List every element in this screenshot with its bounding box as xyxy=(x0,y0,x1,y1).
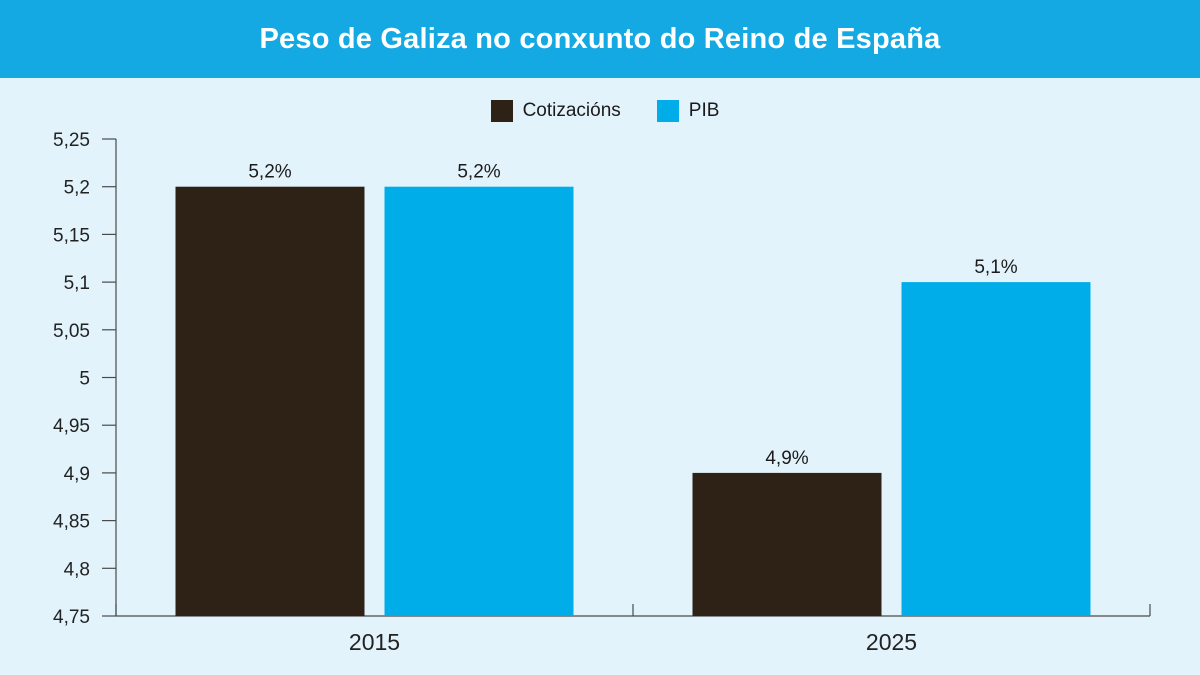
y-tick-label: 5 xyxy=(79,369,90,390)
chart-title: Peso de Galiza no conxunto do Reino de E… xyxy=(259,22,941,55)
chart-header: Peso de Galiza no conxunto do Reino de E… xyxy=(0,0,1200,78)
y-tick-label: 5,15 xyxy=(53,225,90,246)
legend-item-pib: PIB xyxy=(656,100,720,122)
data-label: 4,9% xyxy=(765,448,808,469)
y-tick-label: 4,85 xyxy=(53,512,90,533)
data-label: 5,1% xyxy=(974,257,1017,278)
y-tick-label: 5,2 xyxy=(64,178,90,199)
data-label: 5,2% xyxy=(457,162,500,183)
bar-pib-2025 xyxy=(901,282,1091,616)
bar-pib-2015 xyxy=(384,186,574,616)
y-tick-label: 4,75 xyxy=(53,607,90,628)
legend-item-cotizacions: Cotizacións xyxy=(490,100,621,122)
legend-swatch-pib xyxy=(656,100,679,122)
x-category-label: 2015 xyxy=(349,629,400,655)
y-tick-label: 4,95 xyxy=(53,416,90,437)
bar-cotizaci-ns-2025 xyxy=(692,472,882,616)
bar-cotizaci-ns-2015 xyxy=(175,186,365,616)
y-tick-label: 4,9 xyxy=(64,464,90,485)
legend-label-pib: PIB xyxy=(688,100,720,121)
data-label: 5,2% xyxy=(248,162,291,183)
chart-legend: Cotizacións PIB xyxy=(0,96,1200,126)
y-tick-label: 4,8 xyxy=(64,559,90,580)
y-tick-label: 5,25 xyxy=(53,130,90,151)
legend-swatch-cotizacions xyxy=(490,100,513,122)
y-tick-label: 5,1 xyxy=(64,273,90,294)
legend-label-cotizacions: Cotizacións xyxy=(522,100,621,121)
y-tick-label: 5,05 xyxy=(53,321,90,342)
x-category-label: 2025 xyxy=(866,629,917,655)
